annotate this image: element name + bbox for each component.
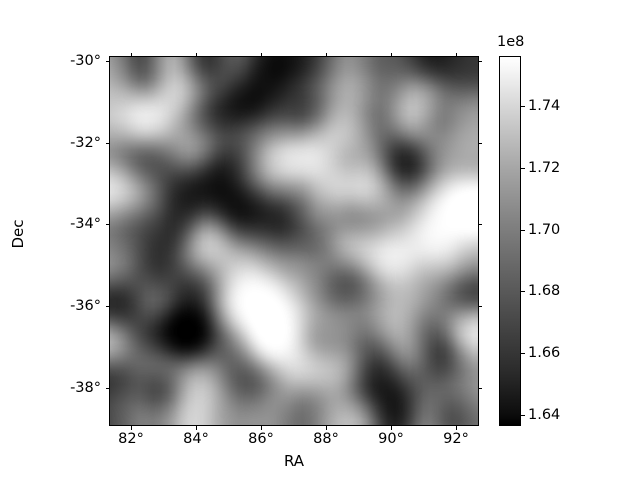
colorbar-tick-170 [521, 229, 525, 231]
x-tick-top-92 [456, 52, 457, 56]
y-tick-right-m36 [478, 306, 482, 308]
x-tick-86 [261, 426, 262, 430]
colorbar-label-166: 1.66 [528, 344, 561, 361]
colorbar-tick-166 [521, 352, 525, 354]
colorbar-label-164: 1.64 [528, 406, 561, 423]
colorbar-offset-text: 1e8 [497, 34, 525, 50]
y-axis-title: Dec [9, 219, 27, 249]
colorbar-label-168: 1.68 [528, 283, 561, 300]
colorbar[interactable] [499, 56, 521, 426]
y-tick-m38 [105, 387, 109, 389]
y-tick-label-m30: -30° [70, 53, 101, 69]
x-tick-label-86: 86° [248, 431, 274, 447]
x-tick-top-88 [326, 52, 327, 56]
x-tick-label-90: 90° [378, 431, 404, 447]
y-tick-right-m34 [478, 224, 482, 226]
y-tick-label-m36: -36° [70, 298, 101, 315]
x-tick-label-84: 84° [183, 431, 209, 447]
y-tick-right-m30 [478, 61, 482, 62]
colorbar-tick-174 [521, 106, 525, 108]
x-tick-top-84 [196, 52, 197, 56]
y-tick-right-m32 [478, 142, 482, 144]
colorbar-label-174: 1.74 [528, 98, 561, 115]
y-tick-m30 [105, 61, 109, 62]
colorbar-tick-168 [521, 291, 525, 293]
x-tick-top-90 [391, 52, 392, 56]
x-tick-84 [196, 426, 197, 430]
x-tick-label-88: 88° [313, 431, 339, 447]
y-tick-m32 [105, 142, 109, 144]
y-tick-label-m38: -38° [70, 379, 101, 396]
x-tick-92 [456, 426, 457, 430]
x-tick-label-82: 82° [118, 431, 144, 447]
y-tick-m36 [105, 306, 109, 308]
x-tick-label-92: 92° [443, 431, 469, 447]
y-tick-right-m38 [478, 387, 482, 389]
x-tick-top-82 [131, 52, 132, 56]
x-tick-top-86 [261, 52, 262, 56]
colorbar-label-170: 1.70 [528, 221, 561, 238]
colorbar-tick-164 [521, 414, 525, 416]
x-axis-title: RA [283, 452, 305, 470]
sky-map-axes[interactable] [109, 56, 479, 426]
y-tick-m34 [105, 224, 109, 226]
x-tick-88 [326, 426, 327, 430]
x-tick-90 [391, 426, 392, 430]
x-tick-82 [131, 426, 132, 430]
y-tick-label-m32: -32° [70, 134, 101, 151]
y-tick-label-m34: -34° [70, 216, 101, 233]
colorbar-label-172: 1.72 [528, 159, 561, 176]
sky-brightness-heatmap [110, 57, 478, 425]
colorbar-tick-172 [521, 167, 525, 169]
